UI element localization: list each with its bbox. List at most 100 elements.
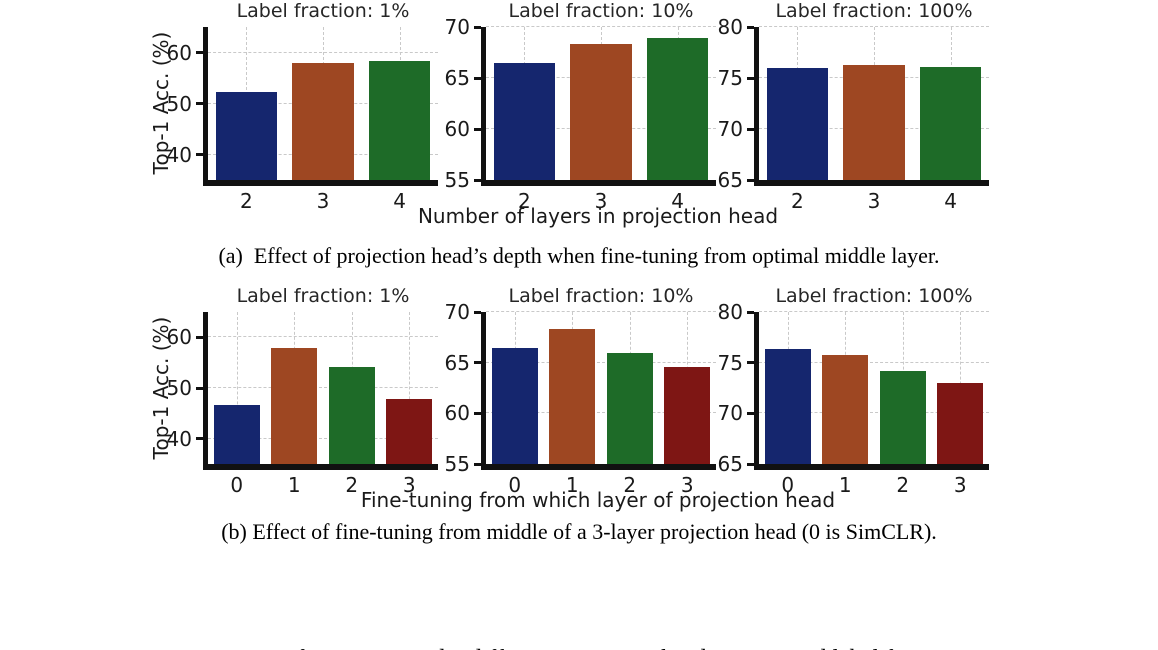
gridline	[208, 437, 438, 439]
bar	[213, 404, 260, 464]
gridline	[759, 361, 989, 363]
y-tick-label: 50	[166, 91, 192, 116]
bar	[920, 66, 982, 180]
x-tick-label: 3	[680, 473, 694, 497]
y-tick-mark	[747, 127, 754, 131]
bar	[879, 370, 926, 464]
y-tick-label: 65	[717, 168, 743, 192]
y-tick-label: 55	[444, 452, 470, 476]
y-tick-label: 70	[717, 401, 743, 426]
x-tick-label: 4	[944, 189, 958, 213]
y-tick-label: 50	[166, 376, 192, 400]
y-tick-label: 70	[444, 300, 470, 324]
x-tick-label: 4	[671, 189, 685, 213]
y-tick-label: 55	[444, 168, 470, 192]
bar	[664, 366, 711, 464]
y-tick-label: 40	[166, 426, 192, 451]
bar	[369, 60, 431, 180]
bar-chart-plot: Label fraction: 1% 40 50 60 0 1 2 3	[167, 285, 438, 497]
y-tick-label: 75	[717, 66, 743, 90]
y-tick-mark	[747, 178, 754, 182]
figure-caption: Figure 5: Top-1 accuracy via fine-tuning…	[8, 582, 1156, 650]
x-tick-label: 1	[565, 473, 579, 497]
bar	[606, 352, 653, 464]
bar	[292, 63, 354, 180]
y-tick-label: 65	[444, 350, 470, 375]
y-tick-mark	[196, 437, 203, 441]
gridline	[208, 387, 438, 388]
bar	[822, 354, 869, 464]
x-tick-label: 3	[402, 473, 416, 497]
x-axis-label-panel-b: Fine-tuning from which layer of projecti…	[360, 488, 836, 512]
gridline	[759, 311, 989, 312]
gridline	[486, 311, 716, 312]
y-tick-label: 70	[444, 15, 470, 39]
bar-chart-plot: Label fraction: 100% 65 70 75 80 2 3 4	[718, 0, 989, 213]
x-tick-label: 0	[230, 473, 244, 497]
bar	[549, 329, 596, 464]
x-tick-label: 2	[517, 189, 531, 213]
y-tick-mark	[474, 76, 481, 80]
y-tick-mark	[474, 411, 481, 415]
y-tick-label: 75	[717, 350, 743, 375]
y-tick-mark	[474, 178, 481, 182]
bar-chart-plot: Label fraction: 100% 65 70 75 80 0 1 2 3	[718, 285, 989, 497]
x-axis-label-panel-a: Number of layers in projection head	[417, 204, 779, 228]
x-tick-label: 0	[508, 473, 522, 497]
bar	[843, 64, 905, 180]
bar	[647, 38, 709, 180]
y-tick-mark	[474, 25, 481, 29]
subcaption-a: (a) Effect of projection head’s depth wh…	[218, 243, 940, 268]
y-tick-mark	[747, 411, 754, 415]
y-tick-mark	[474, 127, 481, 131]
bar	[491, 348, 538, 464]
x-tick-label: 3	[867, 189, 881, 213]
subcaption-b: (b) Effect of fine-tuning from middle of…	[221, 519, 937, 544]
y-tick-label: 80	[717, 300, 743, 324]
x-tick-label: 3	[316, 189, 330, 213]
chart-title: Label fraction: 100%	[775, 285, 973, 307]
figure-caption-line1: Figure 5: Top-1 accuracy via fine-tuning…	[8, 644, 1156, 650]
y-tick-mark	[747, 462, 754, 466]
y-tick-mark	[747, 25, 754, 29]
y-tick-mark	[196, 386, 203, 390]
chart-title: Label fraction: 10%	[508, 0, 694, 22]
y-tick-label: 65	[717, 452, 743, 476]
y-tick-mark	[747, 310, 754, 314]
y-tick-mark	[474, 310, 481, 314]
bar-chart-plot: Label fraction: 1% 40 50 60 2 3 4	[167, 0, 438, 213]
chart-title: Label fraction: 100%	[775, 0, 973, 22]
bar	[766, 67, 828, 180]
bar	[328, 367, 375, 464]
gridline	[236, 312, 238, 464]
y-tick-label: 65	[444, 66, 470, 90]
gridline	[759, 412, 989, 414]
y-tick-mark	[196, 153, 203, 156]
y-tick-label: 40	[166, 142, 192, 167]
x-tick-label: 2	[345, 473, 359, 497]
bar	[386, 398, 433, 464]
x-tick-label: 0	[781, 473, 795, 497]
y-tick-label: 60	[444, 401, 470, 426]
chart-title: Label fraction: 1%	[236, 285, 410, 307]
y-tick-mark	[196, 102, 203, 105]
y-tick-mark	[196, 335, 203, 339]
y-tick-label: 60	[166, 325, 192, 350]
y-tick-mark	[474, 361, 481, 365]
bar	[493, 62, 555, 180]
gridline	[486, 361, 716, 363]
chart-title: Label fraction: 1%	[236, 0, 410, 22]
y-tick-label: 60	[166, 40, 192, 65]
y-tick-mark	[747, 361, 754, 365]
x-tick-label: 4	[393, 189, 407, 213]
x-tick-label: 1	[838, 473, 852, 497]
gridline	[409, 312, 411, 464]
bar	[764, 349, 811, 464]
x-tick-label: 1	[287, 473, 301, 497]
x-tick-label: 3	[953, 473, 967, 497]
chart-title: Label fraction: 10%	[508, 285, 694, 307]
x-tick-label: 2	[239, 189, 253, 213]
bar	[215, 92, 277, 180]
y-tick-label: 70	[717, 117, 743, 141]
